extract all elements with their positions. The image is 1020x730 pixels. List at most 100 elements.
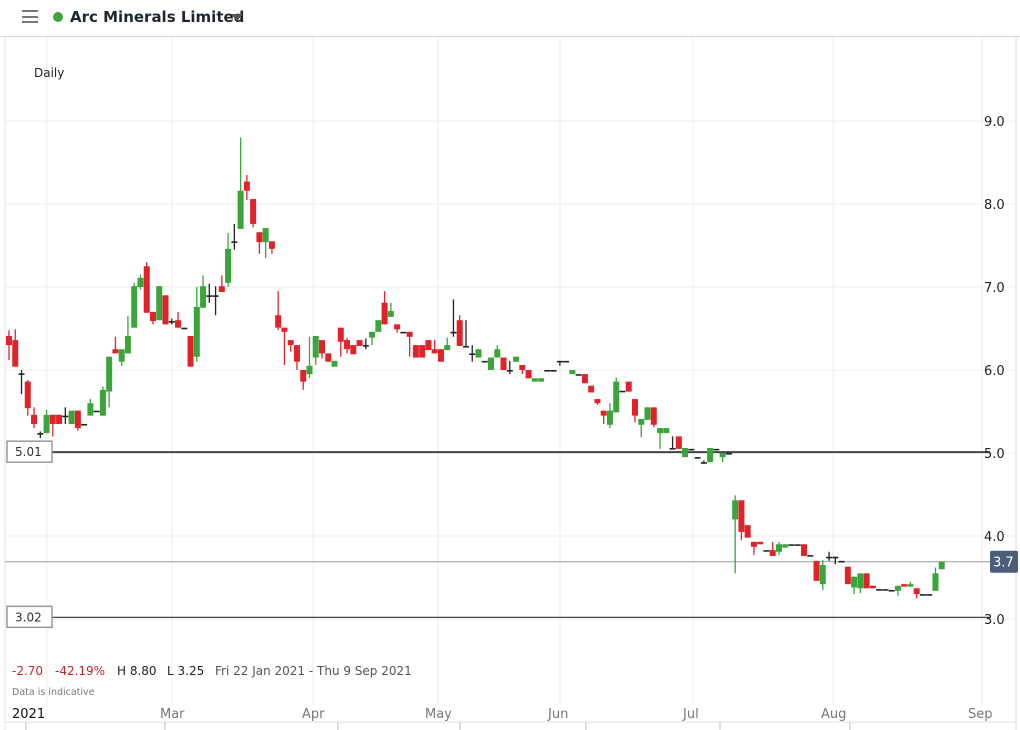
interval-label[interactable]: Daily: [34, 66, 64, 80]
candle[interactable]: [325, 353, 332, 362]
candle[interactable]: [857, 573, 864, 594]
candle[interactable]: [243, 174, 250, 200]
candle[interactable]: [757, 541, 764, 545]
candle[interactable]: [212, 286, 219, 316]
candle[interactable]: [462, 320, 469, 348]
candle[interactable]: [6, 330, 12, 361]
candle[interactable]: [876, 589, 883, 591]
candle[interactable]: [450, 299, 457, 337]
candle[interactable]: [300, 370, 307, 390]
candle[interactable]: [594, 399, 601, 405]
candle[interactable]: [356, 340, 363, 346]
candle[interactable]: [431, 340, 438, 354]
candle[interactable]: [425, 340, 432, 351]
candle[interactable]: [231, 223, 238, 250]
candle[interactable]: [632, 399, 638, 423]
candle[interactable]: [513, 356, 520, 362]
candle[interactable]: [99, 386, 106, 416]
candle[interactable]: [74, 410, 81, 431]
candle[interactable]: [813, 560, 820, 581]
candle[interactable]: [763, 550, 770, 552]
caret-down-icon[interactable]: [231, 14, 243, 21]
candle[interactable]: [275, 291, 282, 331]
candle[interactable]: [306, 336, 313, 379]
candle[interactable]: [600, 410, 607, 424]
candle[interactable]: [475, 349, 482, 358]
candle[interactable]: [807, 555, 814, 557]
candle[interactable]: [256, 232, 263, 254]
candle[interactable]: [563, 360, 570, 363]
candle[interactable]: [926, 594, 933, 596]
candle[interactable]: [650, 407, 657, 428]
candle[interactable]: [788, 544, 795, 546]
candle[interactable]: [293, 345, 300, 370]
candle[interactable]: [744, 525, 751, 538]
candle[interactable]: [419, 345, 426, 358]
candle[interactable]: [619, 390, 626, 393]
candle[interactable]: [888, 589, 895, 592]
candle[interactable]: [281, 327, 288, 366]
candle[interactable]: [24, 379, 31, 416]
candle[interactable]: [506, 360, 513, 375]
candle[interactable]: [237, 137, 244, 229]
candle[interactable]: [137, 274, 144, 290]
candle[interactable]: [168, 318, 175, 325]
candle[interactable]: [832, 556, 839, 565]
candle[interactable]: [694, 457, 701, 459]
candle[interactable]: [387, 302, 394, 317]
candle[interactable]: [725, 453, 732, 455]
candle[interactable]: [381, 291, 388, 325]
horizontal-line-label-box[interactable]: [6, 605, 53, 629]
candle[interactable]: [362, 338, 369, 350]
candle[interactable]: [569, 370, 576, 375]
candle[interactable]: [394, 324, 401, 333]
candle[interactable]: [657, 428, 664, 449]
candle[interactable]: [782, 544, 789, 548]
candle[interactable]: [12, 329, 19, 367]
candle[interactable]: [719, 453, 726, 463]
candle[interactable]: [262, 228, 269, 258]
candle[interactable]: [882, 589, 889, 591]
candle[interactable]: [663, 428, 670, 434]
candle[interactable]: [907, 581, 914, 587]
candle[interactable]: [406, 331, 413, 357]
candle[interactable]: [112, 336, 119, 354]
candle[interactable]: [225, 233, 232, 287]
candle[interactable]: [844, 566, 851, 585]
candle[interactable]: [37, 431, 44, 439]
candle[interactable]: [62, 407, 69, 424]
candle[interactable]: [738, 500, 745, 541]
candle[interactable]: [863, 573, 870, 589]
candle[interactable]: [488, 357, 495, 370]
candle[interactable]: [588, 385, 595, 393]
candle[interactable]: [819, 560, 826, 590]
candle[interactable]: [500, 357, 507, 370]
candle[interactable]: [606, 403, 613, 429]
candle[interactable]: [56, 414, 63, 424]
candle[interactable]: [81, 423, 88, 426]
candle[interactable]: [206, 283, 213, 303]
candle[interactable]: [181, 327, 188, 330]
candle[interactable]: [312, 335, 319, 366]
candle[interactable]: [538, 378, 545, 382]
candle[interactable]: [469, 345, 476, 362]
candle[interactable]: [337, 327, 344, 357]
candle[interactable]: [682, 448, 689, 458]
candle[interactable]: [575, 374, 582, 376]
candle[interactable]: [919, 594, 926, 596]
candle[interactable]: [400, 331, 407, 334]
candle[interactable]: [456, 315, 463, 346]
candle[interactable]: [669, 436, 676, 450]
candle[interactable]: [675, 436, 682, 449]
candle[interactable]: [268, 241, 275, 254]
candle[interactable]: [87, 399, 94, 416]
candle[interactable]: [193, 287, 200, 362]
candle[interactable]: [68, 410, 75, 424]
candle[interactable]: [732, 495, 739, 574]
candle[interactable]: [344, 337, 351, 354]
candle[interactable]: [644, 407, 651, 420]
candle[interactable]: [218, 275, 225, 292]
candle[interactable]: [901, 584, 908, 587]
candle[interactable]: [437, 349, 444, 362]
